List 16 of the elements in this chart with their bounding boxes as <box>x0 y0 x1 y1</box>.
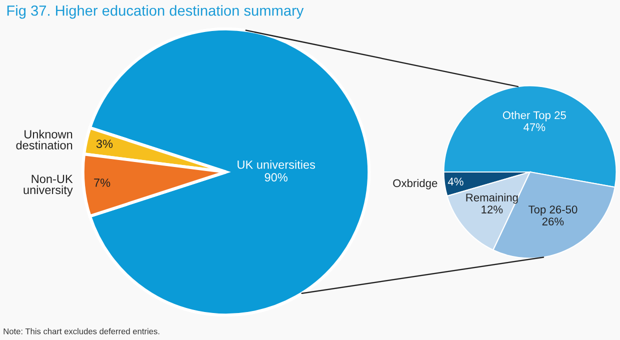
text: Note: This chart excludes deferred entries. <box>4 328 160 334</box>
slice-label: Top 26-50 <box>528 206 578 216</box>
slice-label: UK universities <box>238 160 316 169</box>
data-label: 26% <box>542 218 564 226</box>
slice-label: Oxbridge <box>393 178 438 190</box>
slice-label: Unknown destination <box>16 130 72 150</box>
data-label: 12% <box>482 206 503 214</box>
slice-label: Remaining <box>466 193 518 204</box>
data-label: 47% <box>524 123 546 132</box>
data-label: 4% <box>448 178 464 186</box>
slice-label: Non-UK university <box>24 174 73 196</box>
chart-title: Fig 37. Higher education destination summary <box>7 5 304 19</box>
data-label: 3% <box>96 140 113 148</box>
data-label: 90% <box>264 173 288 182</box>
slice-label: Other Top 25 <box>502 110 566 122</box>
data-label: 7% <box>94 178 110 187</box>
